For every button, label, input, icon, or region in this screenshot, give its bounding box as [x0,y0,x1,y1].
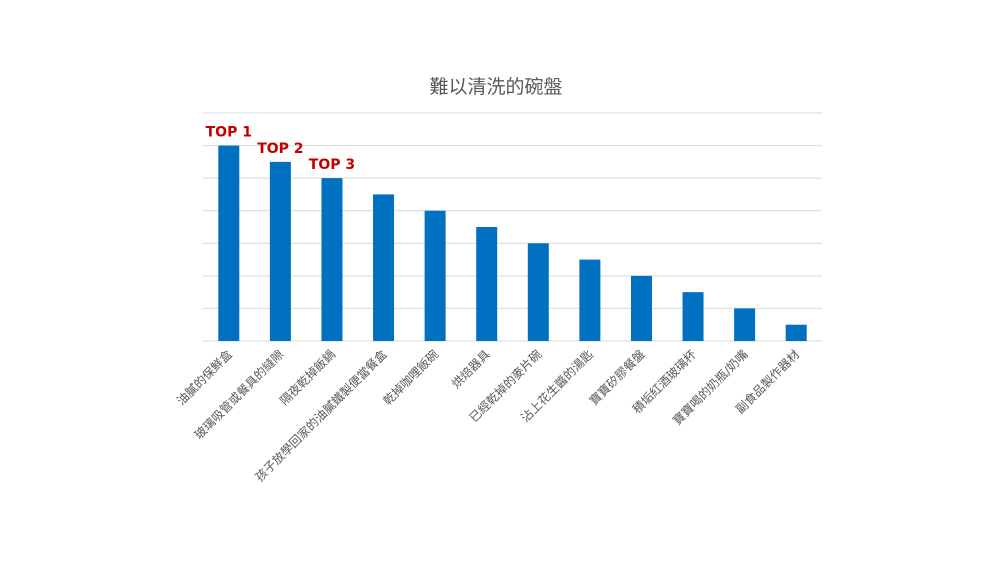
bar [785,324,807,341]
bar [476,227,498,341]
chart-title: 難以清洗的碗盤 [429,76,562,98]
top-rank-annotation: TOP 1 [206,125,252,141]
top-rank-annotation: TOP 3 [309,157,355,173]
bar [734,308,756,341]
bar [527,243,549,341]
category-label: 乾掉咖哩飯碗 [380,347,442,409]
category-label: 玻璃吸管或餐具的縫隙 [191,347,286,442]
bar [630,275,652,341]
bar [269,161,291,341]
bar [579,259,601,341]
bar [218,145,240,341]
gridlines [203,112,822,342]
annotations: TOP 1 TOP 2 TOP 3 [206,125,355,174]
bar [373,194,395,341]
bars [218,145,807,341]
top-rank-annotation: TOP 2 [257,141,303,157]
bar [682,292,704,341]
category-label: 烘焙器具 [448,347,493,392]
bar [424,210,446,341]
bar [321,178,343,341]
category-labels: 油膩的保鮮盒玻璃吸管或餐具的縫隙隔夜乾掉飯鍋孩子放學回家的油膩鐵製便當餐盒乾掉咖… [173,347,802,485]
